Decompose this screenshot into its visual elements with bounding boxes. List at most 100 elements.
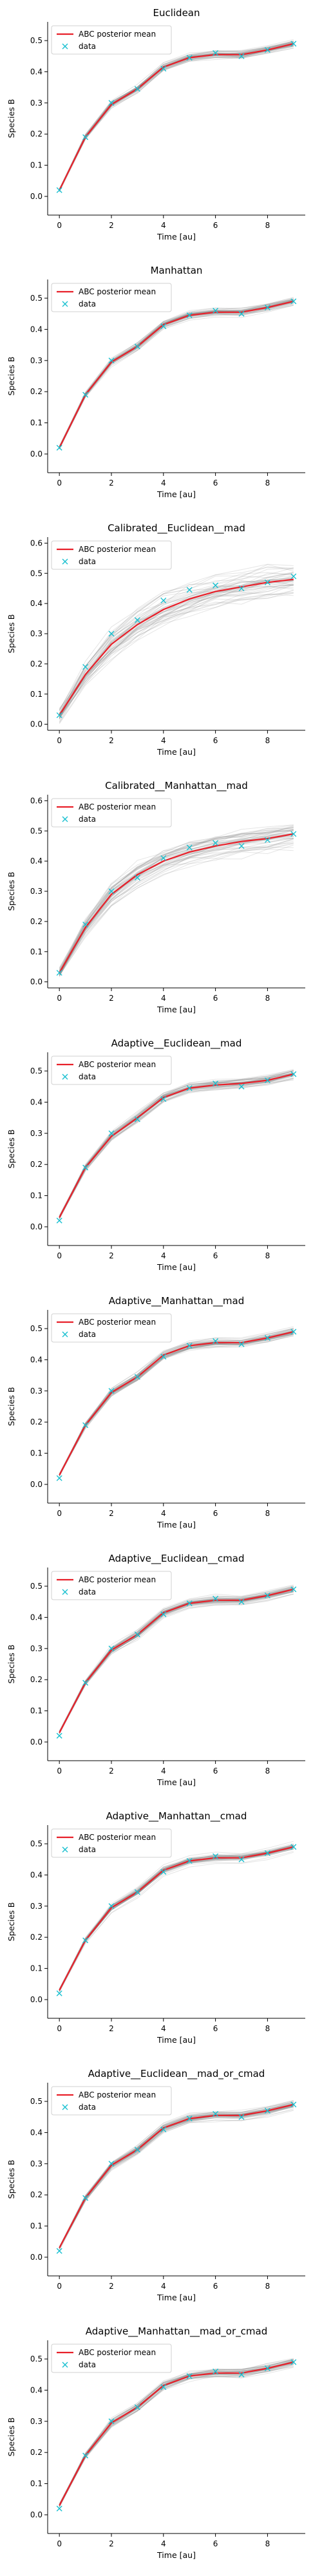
x-tick-label: 0 (57, 1251, 62, 1260)
simulation-line (59, 567, 294, 719)
simulation-line (59, 834, 294, 974)
simulation-line (59, 590, 294, 716)
data-point (264, 47, 270, 53)
simulation-line (59, 1841, 294, 1990)
x-tick-label: 8 (265, 1766, 270, 1776)
data-point (186, 2116, 193, 2122)
simulation-line (59, 2365, 294, 2508)
legend-box (51, 283, 172, 312)
x-tick-label: 6 (213, 1509, 218, 1518)
simulation-line (59, 302, 294, 448)
simulation-line (59, 1586, 294, 1732)
y-tick-label: 0.1 (30, 1707, 43, 1716)
simulation-line (59, 833, 294, 972)
posterior-mean-line (59, 43, 294, 191)
simulation-line (59, 1070, 294, 1217)
simulation-line (59, 1332, 294, 1476)
y-tick-label: 0.2 (30, 387, 43, 396)
legend-entry-mean: ABC posterior mean (79, 1060, 156, 1069)
posterior-mean-line (59, 2361, 294, 2506)
simulation-line (59, 1587, 294, 1734)
simulation-line (59, 847, 294, 975)
legend-entry-data: data (79, 2360, 96, 2369)
data-point (56, 970, 62, 976)
x-axis-label: Time [au] (156, 2035, 196, 2045)
simulation-line (59, 297, 294, 447)
simulation-line (59, 1851, 294, 1992)
posterior-mean-line (59, 1588, 294, 1734)
data-point (108, 888, 115, 895)
simulation-line (59, 1070, 294, 1218)
simulation-line (59, 1073, 294, 1217)
simulation-line (59, 2099, 294, 2248)
simulation-line (59, 2363, 294, 2505)
simulation-line (59, 838, 294, 974)
data-point (160, 1611, 167, 1618)
simulation-line (59, 582, 294, 720)
data-point (108, 1388, 115, 1394)
legend-box (51, 2086, 172, 2116)
simulation-line (59, 2363, 294, 2507)
simulation-line (59, 1585, 294, 1732)
data-point (108, 357, 115, 364)
data-point (186, 55, 193, 61)
y-tick-label: 0.4 (30, 1097, 43, 1106)
chart-panel: Calibrated__Manhattan__mad 0 2 4 6 8 0.0 0.1 0.2… (6, 780, 305, 1014)
simulation-line (59, 44, 294, 191)
simulation-line (59, 842, 294, 976)
legend-entry-mean: ABC posterior mean (79, 1318, 156, 1327)
simulation-line (59, 2363, 294, 2506)
simulation-line (59, 575, 294, 719)
x-tick-label: 4 (161, 2024, 166, 2033)
simulation-line (59, 2366, 294, 2506)
simulation-line (59, 1072, 294, 1217)
simulation-line (59, 1332, 294, 1476)
y-tick-label: 0.0 (30, 720, 43, 729)
data-point (186, 312, 193, 319)
x-axis-label: Time [au] (156, 1005, 196, 1014)
y-tick-label: 0.2 (30, 129, 43, 138)
x-tick-label: 6 (213, 1766, 218, 1776)
simulation-line (59, 848, 294, 976)
simulation-line (59, 301, 294, 449)
data-point (56, 712, 62, 719)
x-tick-label: 0 (57, 1766, 62, 1776)
simulation-line (59, 1844, 294, 1990)
y-tick-label: 0.3 (30, 629, 43, 638)
data-point (290, 1071, 297, 1077)
simulation-line (59, 1844, 294, 1989)
simulation-line (59, 828, 294, 972)
data-point (238, 1083, 245, 1090)
legend-entry-mean: ABC posterior mean (79, 2090, 156, 2099)
simulation-line (59, 1073, 294, 1216)
simulation-line (59, 1070, 294, 1217)
simulation-line (59, 827, 294, 968)
data-point (134, 617, 140, 623)
data-point (134, 2404, 140, 2410)
simulation-line (59, 1072, 294, 1218)
simulation-line (59, 2106, 294, 2248)
x-axis-label: Time [au] (156, 2550, 196, 2560)
simulation-line (59, 1844, 294, 1991)
x-tick-label: 4 (161, 994, 166, 1003)
y-axis-label: Species B (6, 872, 16, 911)
data-point (264, 305, 270, 311)
simulation-line (59, 824, 294, 974)
simulation-line (59, 573, 294, 714)
simulation-line (59, 592, 294, 719)
simulation-line (59, 1070, 294, 1217)
simulation-line (59, 303, 294, 450)
simulation-line (59, 2102, 294, 2249)
simulation-line (59, 297, 294, 447)
simulation-line (59, 45, 294, 191)
data-point (238, 53, 245, 59)
simulation-line (59, 299, 294, 446)
y-tick-label: 0.1 (30, 690, 43, 699)
x-tick-label: 0 (57, 1509, 62, 1518)
y-tick-label: 0.1 (30, 161, 43, 170)
data-point (213, 1853, 219, 1859)
x-tick-label: 0 (57, 2539, 62, 2548)
data-point (213, 1080, 219, 1086)
simulation-line (59, 298, 294, 447)
data-point (213, 1595, 219, 1602)
